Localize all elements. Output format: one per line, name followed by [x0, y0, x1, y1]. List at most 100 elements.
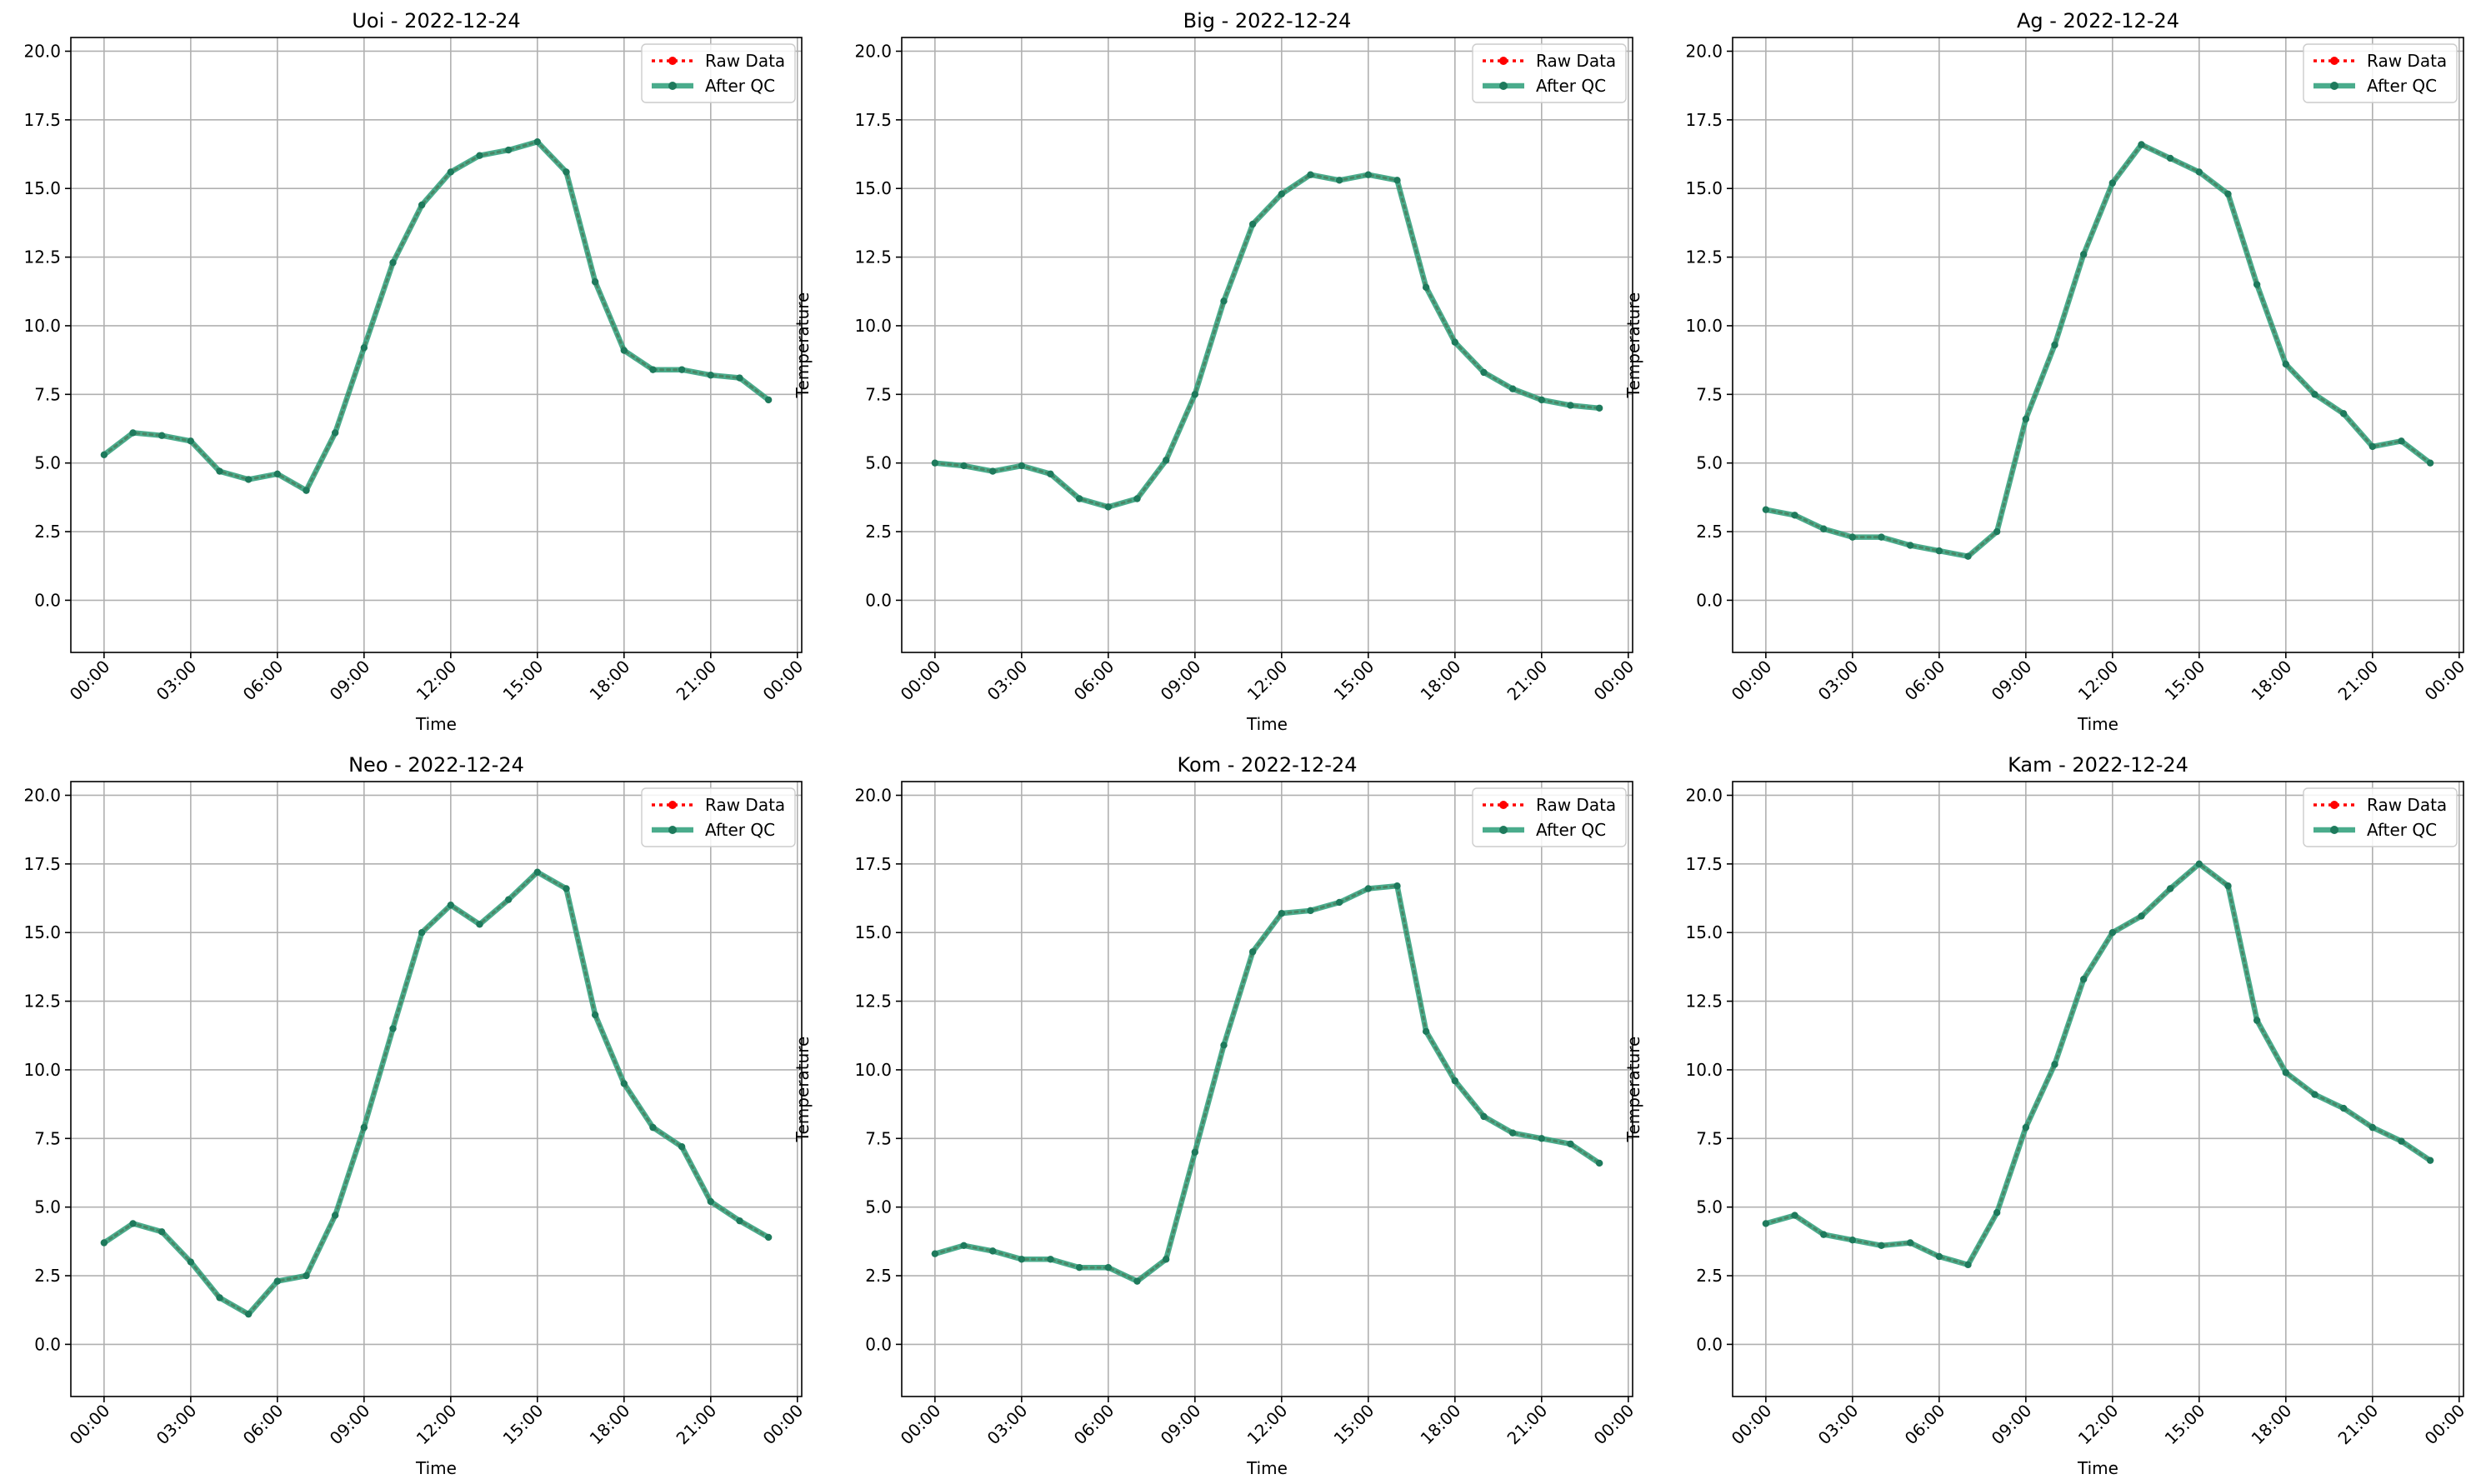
y-tick-label: 20.0: [1685, 785, 1723, 805]
x-tick-label: 00:00: [1590, 657, 1638, 705]
after-qc-point: [216, 467, 223, 475]
after-qc-point: [418, 201, 426, 209]
after-qc-point: [1480, 1112, 1488, 1121]
y-tick-label: 5.0: [1696, 1197, 1723, 1217]
y-tick-label: 2.5: [34, 1266, 61, 1286]
x-tick-label: 03:00: [983, 1401, 1032, 1449]
x-tick-label: 18:00: [1417, 657, 1465, 705]
y-tick-label: 10.0: [1685, 1060, 1723, 1080]
raw-data-line: [933, 884, 1601, 1283]
after-qc-point: [1104, 1263, 1113, 1272]
y-tick-label: 7.5: [865, 384, 892, 404]
y-tick-label: 15.0: [23, 178, 61, 198]
y-tick-label: 2.5: [865, 1266, 892, 1286]
after-qc-point: [129, 1220, 137, 1227]
y-tick-label: 7.5: [34, 384, 61, 404]
x-tick-label: 18:00: [2248, 1401, 2296, 1449]
y-tick-label: 15.0: [1685, 922, 1723, 942]
x-tick-label: 21:00: [1503, 657, 1552, 705]
y-tick-label: 5.0: [865, 453, 892, 473]
after-qc-point: [2224, 882, 2232, 890]
after-qc-point: [563, 168, 570, 176]
after-qc-point: [1393, 177, 1401, 184]
after-qc-point: [1104, 503, 1113, 511]
y-tick-label: 7.5: [865, 1128, 892, 1148]
after-qc-point: [244, 1310, 253, 1318]
after-qc-point: [187, 1258, 195, 1266]
after-qc-point: [100, 451, 108, 458]
x-tick-label: 09:00: [326, 1401, 374, 1449]
plot-frame: [70, 37, 803, 653]
after-qc-point: [1248, 948, 1257, 956]
after-qc-point: [2022, 1123, 2030, 1132]
after-qc-point: [649, 1123, 657, 1132]
after-qc-point: [1819, 1231, 1828, 1238]
y-tick-label: 20.0: [1685, 41, 1723, 61]
after-qc-point: [1791, 1212, 1798, 1219]
after-qc-point: [649, 366, 657, 373]
after-qc-point: [244, 476, 253, 483]
after-qc-point: [447, 902, 455, 909]
after-qc-point: [1878, 533, 1885, 541]
y-tick-label: 2.5: [865, 522, 892, 542]
x-tick-label: 12:00: [413, 1401, 461, 1449]
subplot-title: Neo - 2022-12-24: [348, 753, 524, 777]
after-qc-line: [103, 869, 770, 1317]
x-tick-label: 12:00: [413, 657, 461, 705]
subplot-title: Uoi - 2022-12-24: [352, 9, 520, 32]
y-tick-label: 5.0: [1696, 453, 1723, 473]
after-qc-point: [1906, 1239, 1914, 1247]
after-qc-point: [303, 1272, 310, 1280]
y-tick-label: 17.5: [854, 854, 892, 874]
after-qc-line: [1765, 142, 2433, 559]
after-qc-point: [1248, 220, 1257, 228]
y-tick-label: 20.0: [854, 785, 892, 805]
after-qc-point: [960, 1242, 968, 1249]
plot-frame: [70, 781, 803, 1397]
after-qc-point: [2282, 360, 2290, 368]
raw-data-line: [103, 140, 770, 492]
x-tick-label: 12:00: [1243, 657, 1292, 705]
after-qc-point: [931, 459, 939, 467]
after-qc-point: [1364, 885, 1373, 892]
x-tick-label: 00:00: [2421, 657, 2469, 705]
x-tick-label: 18:00: [586, 1401, 634, 1449]
y-tick-label: 15.0: [854, 922, 892, 942]
x-tick-label: 18:00: [586, 657, 634, 705]
after-qc-point: [1393, 882, 1401, 890]
after-qc-point: [736, 374, 743, 382]
x-axis-label: Time: [1246, 714, 1288, 734]
after-qc-point: [2138, 912, 2145, 920]
subplot-1: 0.0 2.5 5.0 7.5 10.0 12.5 15.0 17.5 20.0 00:00 03:…: [23, 9, 807, 734]
x-tick-label: 00:00: [1728, 1401, 1776, 1449]
after-qc-point: [1191, 1148, 1199, 1156]
legend-qc-label: After QC: [2367, 820, 2437, 840]
after-qc-point: [1762, 506, 1770, 513]
after-qc-point: [1935, 547, 1943, 555]
after-qc-point: [1595, 1159, 1603, 1167]
legend-qc-label: After QC: [1536, 76, 1606, 96]
x-tick-label: 15:00: [1330, 1401, 1378, 1449]
legend-qc-label: After QC: [705, 76, 775, 96]
after-qc-point: [504, 146, 513, 154]
after-qc-point: [1278, 190, 1286, 197]
after-qc-point: [2079, 251, 2088, 258]
subplot-title: Kom - 2022-12-24: [1178, 753, 1358, 777]
x-axis-label: Time: [1246, 1458, 1288, 1478]
after-qc-point: [764, 396, 773, 404]
after-qc-point: [331, 429, 339, 437]
after-qc-point: [1307, 171, 1314, 178]
y-tick-label: 15.0: [23, 922, 61, 942]
y-tick-label: 2.5: [1696, 1266, 1723, 1286]
legend: Raw Data After QC: [2303, 43, 2458, 103]
after-qc-point: [2398, 1137, 2405, 1145]
legend-qc-marker: [2330, 82, 2338, 90]
after-qc-point: [360, 1123, 368, 1132]
after-qc-point: [1508, 1129, 1517, 1137]
after-qc-point: [1993, 527, 2001, 536]
after-qc-point: [1220, 1042, 1228, 1049]
after-qc-point: [2253, 281, 2261, 288]
legend-qc-marker: [668, 82, 677, 90]
y-axis-label: Temperature: [793, 292, 813, 399]
after-qc-point: [2108, 179, 2117, 187]
